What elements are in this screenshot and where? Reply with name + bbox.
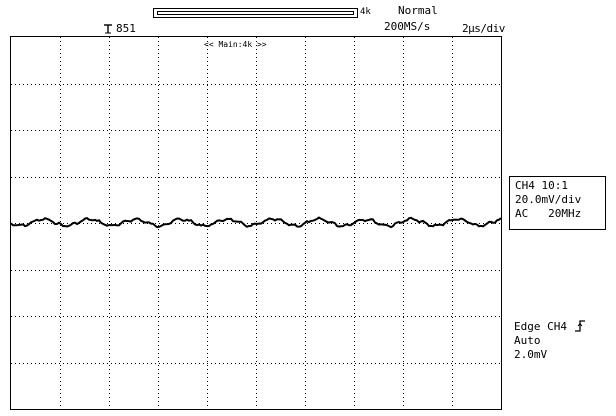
- trigger-position: 851: [104, 22, 136, 35]
- rising-edge-icon: [574, 320, 585, 332]
- record-length-label: 4k: [360, 7, 371, 17]
- graticule-grid: [11, 37, 501, 409]
- acquisition-mode: Normal: [398, 4, 438, 17]
- record-length-bar: [153, 8, 358, 18]
- trigger-type: Edge CH4: [514, 320, 567, 333]
- trigger-level: 2.0mV: [514, 348, 548, 361]
- ch4-waveform-trace: [11, 216, 501, 229]
- record-length-bar-fill: [157, 11, 354, 15]
- waveform-screen[interactable]: [10, 36, 502, 410]
- timebase: 2µs/div: [462, 22, 505, 35]
- trigger-mode: Auto: [514, 334, 541, 347]
- zoom-label: << Main:4k >>: [204, 40, 267, 49]
- channel-settings-panel[interactable]: CH4 10:1 20.0mV/div AC 20MHz: [509, 176, 606, 230]
- channel-vdiv: 20.0mV/div: [515, 193, 582, 206]
- sample-rate: 200MS/s: [384, 20, 431, 33]
- waveform-plot: [11, 37, 501, 409]
- trigger-settings-panel[interactable]: Edge CH4 Auto 2.0mV: [514, 318, 585, 362]
- channel-coupling-bw: AC 20MHz: [515, 207, 582, 220]
- trigger-position-value: 851: [116, 22, 136, 35]
- channel-probe: CH4 10:1: [515, 179, 568, 192]
- trigger-position-icon: [104, 24, 112, 37]
